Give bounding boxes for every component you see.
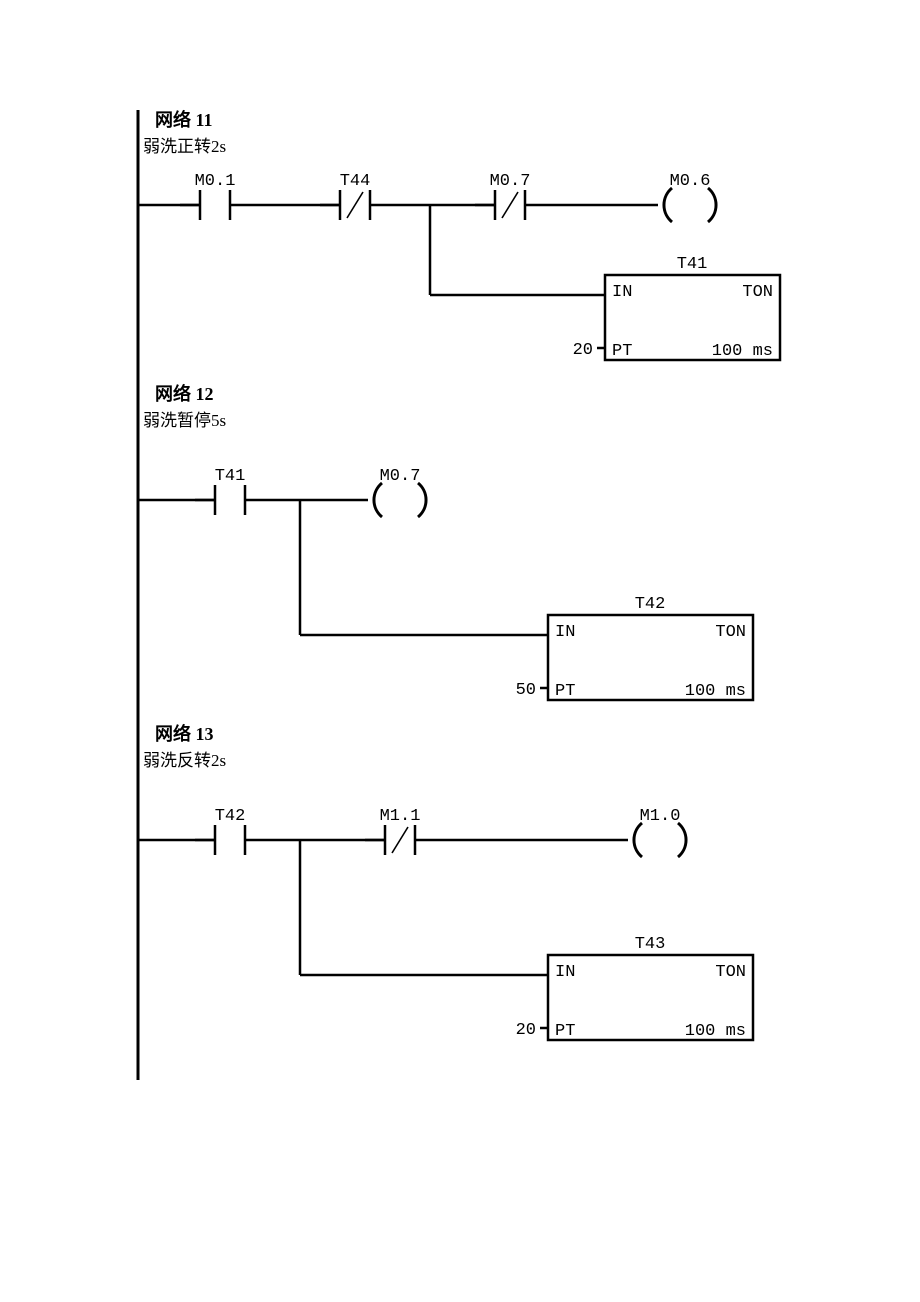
svg-text:100 ms: 100 ms bbox=[712, 342, 773, 361]
timer-t41: T41 IN TON PT 100 ms 20 bbox=[573, 255, 780, 361]
svg-text:100 ms: 100 ms bbox=[685, 682, 746, 701]
svg-text:TON: TON bbox=[742, 283, 773, 302]
svg-text:M0.6: M0.6 bbox=[670, 172, 711, 191]
svg-text:T43: T43 bbox=[635, 935, 666, 954]
timer-t42: T42 IN TON PT 100 ms 50 bbox=[516, 595, 753, 701]
svg-text:PT: PT bbox=[555, 1022, 575, 1041]
svg-text:20: 20 bbox=[573, 341, 593, 360]
svg-text:M0.7: M0.7 bbox=[490, 172, 531, 191]
ladder-diagram: 网络 11 弱洗正转2s M0.1 T44 M0.7 M0.6 bbox=[0, 0, 920, 1302]
contact-t44-nc: T44 bbox=[320, 172, 400, 220]
coil-m0-7: M0.7 bbox=[374, 467, 426, 517]
svg-text:T41: T41 bbox=[677, 255, 708, 274]
svg-text:PT: PT bbox=[555, 682, 575, 701]
coil-m1-0: M1.0 bbox=[634, 807, 686, 857]
svg-text:100 ms: 100 ms bbox=[685, 1022, 746, 1041]
svg-text:T42: T42 bbox=[635, 595, 666, 614]
contact-m0-1: M0.1 bbox=[180, 172, 260, 220]
svg-text:20: 20 bbox=[516, 1021, 536, 1040]
network-12-comment: 弱洗暂停5s bbox=[143, 411, 226, 430]
svg-text:M1.1: M1.1 bbox=[380, 807, 421, 826]
network-13-title: 网络 13 bbox=[155, 723, 214, 744]
contact-m0-7-nc: M0.7 bbox=[475, 172, 555, 220]
network-12-title: 网络 12 bbox=[155, 383, 214, 404]
svg-text:IN: IN bbox=[555, 963, 575, 982]
svg-text:IN: IN bbox=[612, 283, 632, 302]
svg-text:50: 50 bbox=[516, 681, 536, 700]
svg-text:TON: TON bbox=[715, 623, 746, 642]
svg-text:T41: T41 bbox=[215, 467, 246, 486]
svg-text:IN: IN bbox=[555, 623, 575, 642]
svg-text:PT: PT bbox=[612, 342, 632, 361]
contact-t41: T41 bbox=[195, 467, 275, 515]
network-11-comment: 弱洗正转2s bbox=[143, 137, 226, 156]
coil-m0-6: M0.6 bbox=[664, 172, 716, 222]
svg-text:M1.0: M1.0 bbox=[640, 807, 681, 826]
network-11-title: 网络 11 bbox=[155, 109, 213, 130]
svg-text:TON: TON bbox=[715, 963, 746, 982]
contact-m1-1-nc: M1.1 bbox=[365, 807, 445, 855]
svg-text:M0.1: M0.1 bbox=[195, 172, 236, 191]
svg-text:T44: T44 bbox=[340, 172, 371, 191]
svg-text:T42: T42 bbox=[215, 807, 246, 826]
svg-text:M0.7: M0.7 bbox=[380, 467, 421, 486]
timer-t43: T43 IN TON PT 100 ms 20 bbox=[516, 935, 753, 1041]
contact-t42: T42 bbox=[195, 807, 275, 855]
network-13-comment: 弱洗反转2s bbox=[143, 751, 226, 770]
